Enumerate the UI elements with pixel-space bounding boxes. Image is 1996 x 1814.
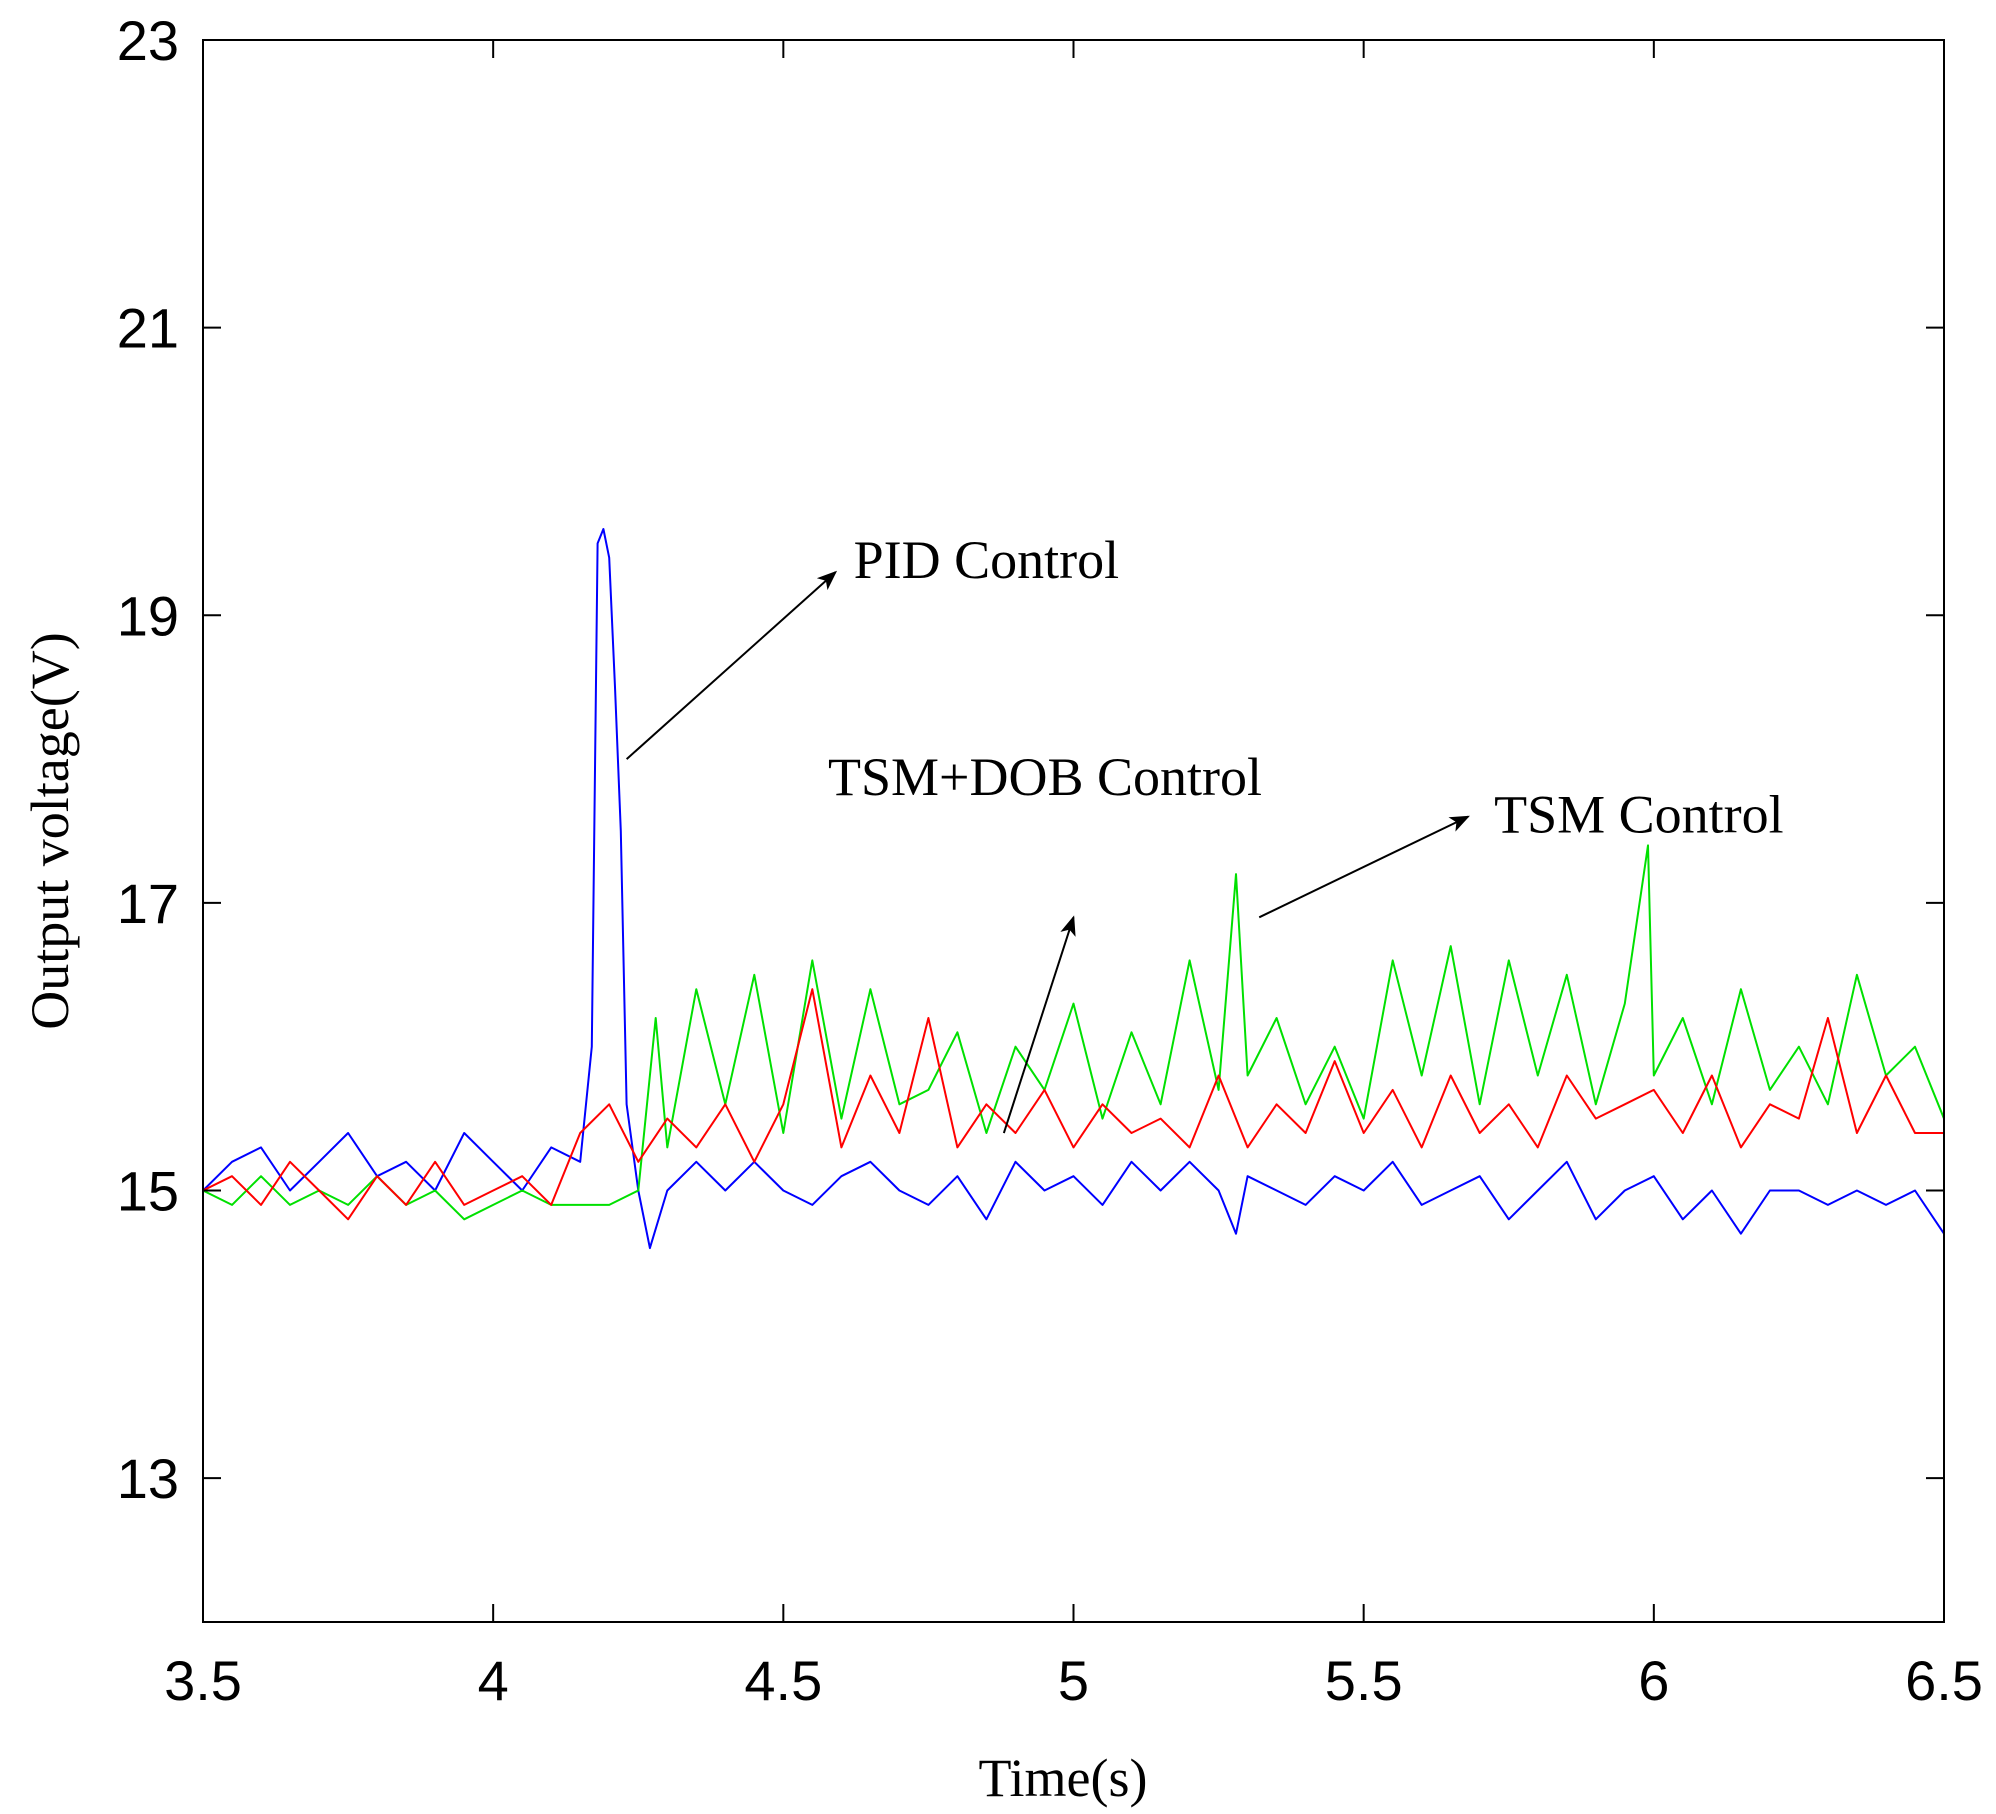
annotation-arrow	[625, 570, 838, 760]
x-tick-label: 5	[1058, 1649, 1089, 1712]
annotation-label: TSM Control	[1494, 785, 1784, 845]
plot-area	[203, 40, 1944, 1622]
series-line-pid-control	[203, 528, 1944, 1250]
annotation-label: TSM+DOB Control	[828, 747, 1262, 807]
x-tick-label: 4	[478, 1649, 509, 1712]
y-tick-label: 13	[117, 1447, 179, 1510]
x-tick-label: 3.5	[164, 1649, 242, 1712]
series-line-tsm-dob-control	[203, 988, 1944, 1221]
y-tick-label: 15	[117, 1160, 179, 1223]
y-tick-label: 19	[117, 584, 179, 647]
annotation-label: PID Control	[854, 530, 1120, 590]
annotation-arrow	[1002, 915, 1076, 1134]
annotation-layer: PID Control TSM+DOB Control TSM Control	[625, 530, 1784, 1134]
y-tick-label: 17	[117, 872, 179, 935]
x-tick-label: 6	[1638, 1649, 1669, 1712]
y-tick-label: 21	[117, 297, 179, 360]
y-tick-label: 23	[117, 9, 179, 72]
x-tick-label: 5.5	[1325, 1649, 1403, 1712]
annotation-arrow	[1258, 815, 1470, 919]
x-tick-label: 4.5	[744, 1649, 822, 1712]
series-layer	[203, 528, 1944, 1250]
x-tick-label: 6.5	[1905, 1649, 1983, 1712]
series-line-tsm-control	[203, 844, 1944, 1221]
y-axis-title: Output voltage(V)	[20, 632, 80, 1029]
x-axis-title: Time(s)	[978, 1748, 1147, 1808]
ticks-layer: 3.5 4 4.5 5 5.5 6 6.5 13 15 17 19 21 23	[117, 9, 1983, 1712]
